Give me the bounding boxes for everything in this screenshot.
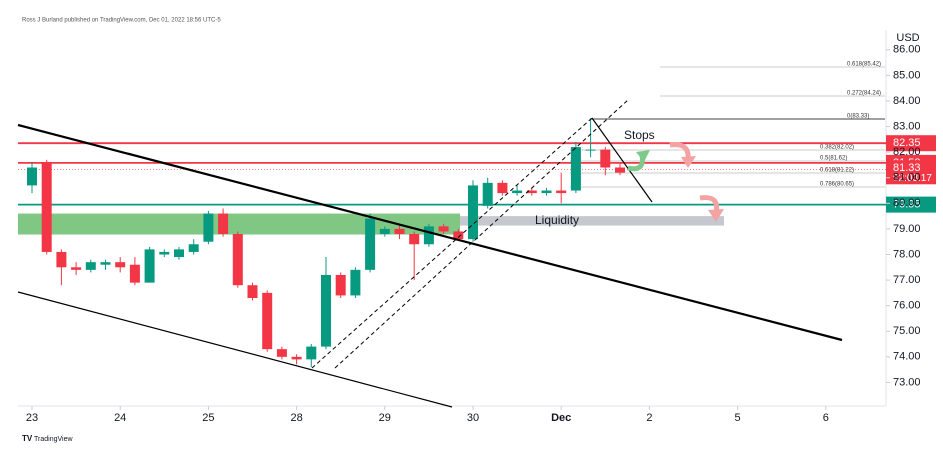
y-tick-label: 75.00 — [893, 325, 921, 337]
fib-label: 0.786(80.65) — [820, 182, 854, 188]
annotation: Stops — [624, 128, 655, 142]
candle-body — [247, 285, 258, 298]
price-label: 82.35 — [893, 137, 921, 149]
candle-body — [85, 262, 96, 270]
candle-body — [423, 226, 434, 245]
price-box — [886, 135, 936, 152]
candle-body — [203, 213, 214, 242]
candle-body — [541, 190, 552, 194]
drawings — [17, 99, 843, 408]
candle-body — [129, 264, 140, 283]
fib: 0.618(85.42) 0.272(84.24) 0(83.33) 0.382(82… — [570, 62, 885, 188]
y-tick-label: 73.00 — [893, 376, 921, 388]
y-tick-label: 78.00 — [893, 248, 921, 260]
fib-label: 0.618(81.22) — [820, 168, 854, 174]
zone-label: Liquidity — [535, 213, 579, 227]
x-tick-label: 28 — [290, 412, 302, 424]
candle-body — [350, 269, 361, 296]
fib-label: 0.5(81.62) — [820, 156, 847, 162]
currency: USD — [896, 32, 919, 44]
price-label: 81.33 — [893, 162, 921, 174]
x-tick-label: 6 — [823, 412, 829, 424]
x-tick-label: 5 — [735, 412, 741, 424]
candle-body — [291, 356, 302, 360]
zone — [18, 213, 460, 235]
x-tick-label: 2 — [646, 412, 652, 424]
y-tick-label: 81.00 — [893, 172, 921, 184]
y-tick-label: 85.00 — [893, 69, 921, 81]
candle-body — [159, 251, 170, 255]
y-tick-label: 82.00 — [893, 146, 921, 158]
candle-body — [585, 149, 596, 151]
fib-label: 0.272(84.24) — [847, 91, 881, 97]
y-tick-label: 74.00 — [893, 351, 921, 363]
candle-body — [306, 346, 317, 360]
x-tick-label: 24 — [114, 412, 126, 424]
candle-body — [379, 228, 390, 235]
footer: TradingView — [34, 436, 73, 443]
candle-body — [262, 292, 273, 350]
price-box — [886, 160, 936, 185]
candle-body — [438, 226, 449, 232]
logo: TV — [22, 434, 33, 443]
candle-body — [453, 231, 464, 240]
candle-body — [56, 251, 67, 268]
candle-body — [41, 162, 52, 252]
candle-body — [365, 218, 376, 270]
x-tick-label: 25 — [202, 412, 214, 424]
candle-body — [570, 147, 581, 191]
fib-label: 0(83.33) — [847, 114, 869, 120]
candle-body — [615, 167, 625, 173]
y-tick-label: 76.00 — [893, 300, 921, 312]
price-box — [886, 196, 936, 213]
candle-body — [188, 244, 199, 252]
candle-body — [482, 182, 493, 206]
y-tick-label: 86.00 — [893, 44, 921, 56]
y-tick-label: 83.00 — [893, 120, 921, 132]
price-label: 79.95 — [893, 199, 921, 211]
zone — [460, 216, 724, 226]
y-tick-label: 79.00 — [893, 223, 921, 235]
candle-body — [276, 349, 287, 357]
candle-body — [497, 182, 508, 194]
fib-label: 0.618(85.42) — [847, 62, 881, 68]
fib-label: 0.382(82.02) — [820, 145, 854, 151]
candle-body — [556, 190, 567, 194]
candle-body — [174, 249, 184, 258]
candle-body — [100, 262, 111, 265]
candle-body — [394, 228, 405, 235]
candle-body — [468, 185, 478, 240]
x-tick-label: 23 — [26, 412, 38, 424]
candle-body — [321, 274, 331, 347]
candle-body — [526, 190, 537, 194]
x-tick-label: 29 — [379, 412, 391, 424]
header: Ross J Burland published on TradingView.… — [22, 18, 221, 24]
candle-body — [218, 213, 229, 235]
candle-body — [512, 190, 523, 194]
candle-body — [144, 249, 155, 283]
candle-body — [71, 267, 82, 270]
countdown: 02:03:17 — [893, 173, 932, 184]
candle-body — [27, 167, 37, 186]
y-tick-label: 80.00 — [893, 197, 921, 209]
candle-body — [335, 274, 346, 296]
candle-body — [115, 262, 126, 268]
x-tick-label: 30 — [467, 412, 479, 424]
candle-body — [232, 234, 243, 286]
candle-body — [409, 234, 420, 245]
y-tick-label: 84.00 — [893, 95, 921, 107]
x-tick-label: Dec — [551, 412, 571, 424]
y-tick-label: 77.00 — [893, 274, 921, 286]
candle-body — [600, 149, 611, 168]
